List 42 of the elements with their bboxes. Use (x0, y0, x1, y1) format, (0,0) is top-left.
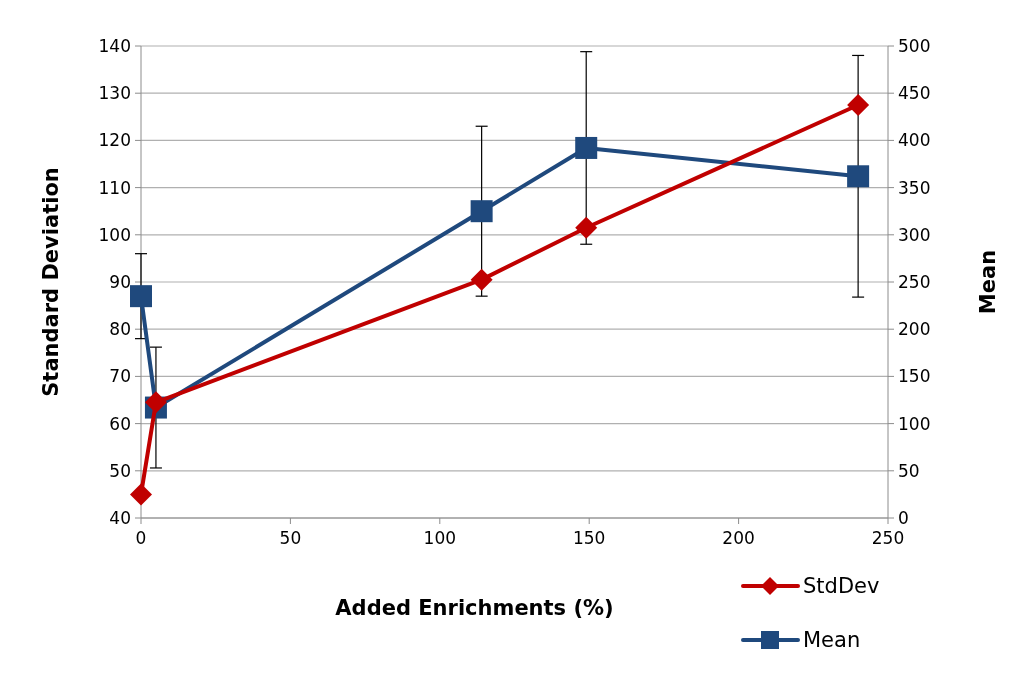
y-tick-label: 70 (109, 366, 131, 387)
point (144, 391, 167, 414)
y-tick-label: 120 (98, 130, 131, 151)
y-tick-label: 60 (109, 413, 131, 434)
x-tick-label: 150 (572, 528, 606, 548)
y-tick-label: 130 (98, 83, 131, 104)
x-tick-label: 100 (423, 528, 457, 548)
y-tick-label: 40 (109, 507, 131, 528)
y2-tick-label: 300 (898, 224, 931, 245)
point (847, 165, 870, 188)
y-tick-label: 50 (109, 460, 131, 481)
y2-tick-label: 250 (898, 271, 931, 292)
point (470, 268, 493, 291)
x-tick-label: 0 (135, 528, 147, 548)
point (575, 136, 598, 159)
y2-tick-label: 100 (898, 413, 931, 434)
legend-label: Mean (803, 628, 861, 653)
y2-tick-label: 450 (898, 83, 931, 104)
x-tick-label: 200 (722, 528, 755, 548)
y2-tick-label: 350 (898, 177, 931, 198)
y2-tick-label: 500 (898, 35, 931, 56)
y-tick-label: 80 (109, 319, 131, 340)
y2-tick-label: 200 (898, 319, 931, 340)
y2-tick-label: 50 (898, 460, 920, 481)
y2-tick-label: 150 (898, 366, 931, 387)
point (575, 216, 598, 239)
point (847, 94, 870, 116)
x-axis-title: Added Enrichments (%) (335, 596, 614, 620)
point (130, 483, 152, 506)
point (130, 285, 152, 308)
point (470, 200, 493, 223)
y-axis-title: Standard Deviation (39, 167, 63, 397)
y2-tick-label: 400 (898, 130, 931, 151)
y2-tick-label: 0 (898, 507, 909, 528)
y-tick-label: 140 (98, 35, 131, 56)
legend-label: StdDev (803, 574, 880, 599)
x-tick-label: 50 (279, 528, 302, 548)
y-tick-label: 100 (98, 224, 131, 245)
y-tick-label: 110 (98, 177, 131, 198)
y-tick-label: 90 (109, 271, 131, 292)
y2-axis-title: Mean (976, 249, 1000, 315)
x-tick-label: 250 (871, 528, 905, 548)
